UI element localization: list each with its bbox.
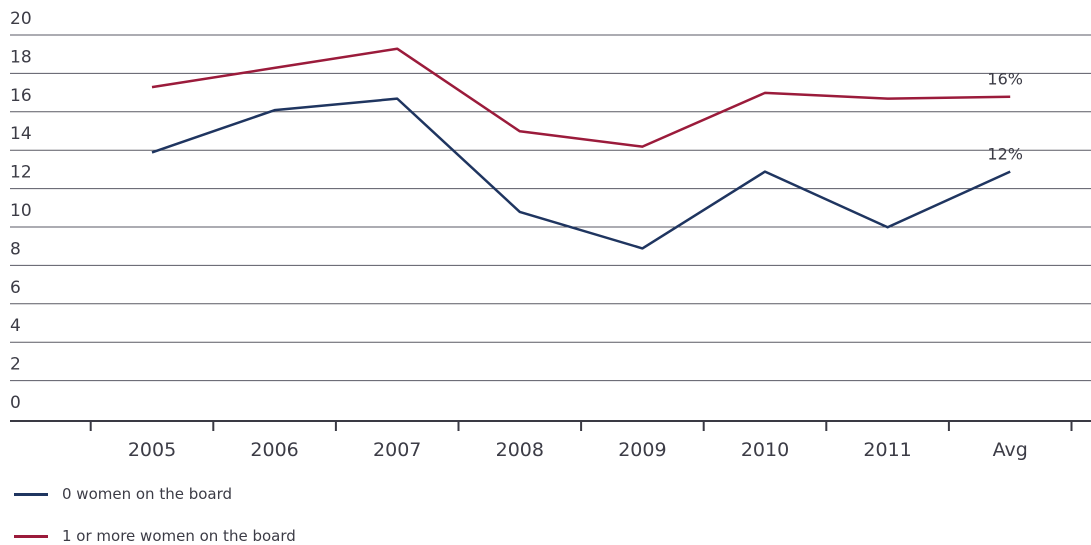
x-tick-label: 2008 (496, 439, 544, 461)
x-tick-label: 2005 (128, 439, 176, 461)
end-labels: 12% 16% (987, 70, 1023, 164)
x-tick-label: 2010 (741, 439, 789, 461)
gridlines (10, 34, 1091, 382)
legend-item-series-1: 1 or more women on the board (14, 527, 296, 545)
y-axis-ticks: 0 2 4 6 8 10 12 14 16 18 20 (10, 9, 32, 413)
x-axis-ticks: 2005 2006 2007 2008 2009 2010 2011 Avg (89, 421, 1073, 461)
legend-swatch-series-0 (14, 492, 48, 496)
x-tick-label: 2011 (863, 439, 911, 461)
x-tick-label: 2007 (373, 439, 421, 461)
legend-label-series-0: 0 women on the board (62, 485, 233, 503)
legend-item-series-0: 0 women on the board (14, 485, 232, 503)
y-tick-label: 14 (10, 124, 32, 144)
series-lines (151, 47, 1011, 250)
series-end-label-1: 16% (987, 70, 1023, 89)
y-tick-label: 20 (10, 9, 32, 29)
legend-swatch-series-1 (14, 534, 48, 538)
series-end-label-0: 12% (987, 145, 1023, 164)
y-tick-label: 0 (10, 393, 21, 413)
x-tick-label: 2006 (250, 439, 298, 461)
series-line-1 (151, 47, 1011, 148)
x-tick-label: 2009 (618, 439, 666, 461)
y-tick-label: 12 (10, 163, 32, 183)
y-tick-label: 4 (10, 316, 21, 336)
y-tick-label: 10 (10, 201, 32, 221)
x-tick-label: Avg (993, 439, 1028, 461)
y-tick-label: 6 (10, 278, 21, 298)
y-tick-label: 18 (10, 47, 32, 67)
y-tick-label: 2 (10, 355, 21, 375)
y-tick-label: 8 (10, 239, 21, 259)
y-tick-label: 16 (10, 86, 32, 106)
series-line-0 (151, 97, 1011, 250)
legend-label-series-1: 1 or more women on the board (62, 527, 296, 545)
